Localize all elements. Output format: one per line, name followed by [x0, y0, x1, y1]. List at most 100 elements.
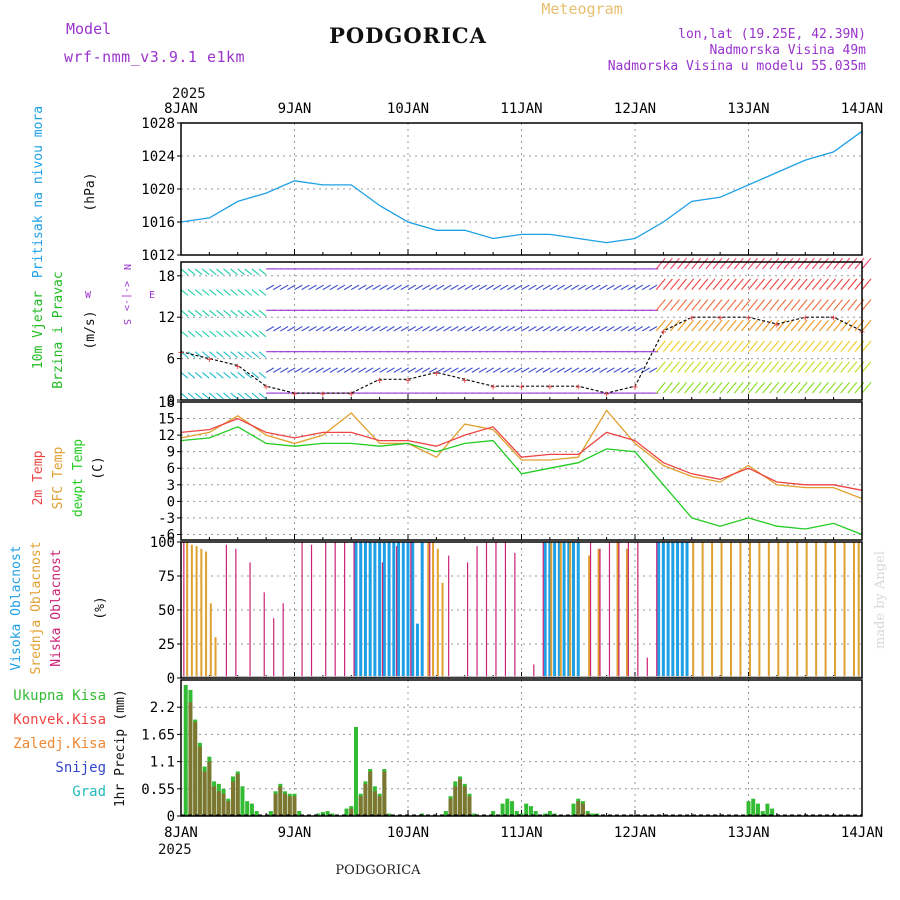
- wind-barb: [847, 278, 858, 290]
- wind-barb: [634, 326, 644, 332]
- wind-barb: [655, 382, 666, 394]
- legend-item: Ukupna Kisa: [13, 688, 106, 704]
- wind-barb-field: [180, 257, 872, 400]
- wind-barb: [762, 299, 773, 311]
- wind-barb: [315, 284, 324, 291]
- wind-barb: [457, 284, 466, 291]
- wind-barb: [726, 257, 737, 270]
- wind-barb: [393, 326, 402, 332]
- wind-barb: [606, 326, 615, 332]
- wind-barb: [698, 361, 709, 373]
- wind-barb: [769, 257, 780, 270]
- precip-total-bar: [746, 801, 751, 816]
- wind-barb: [592, 367, 601, 373]
- wind-barb: [811, 278, 822, 290]
- wind-barb: [400, 326, 409, 332]
- cloud-mid-bar: [200, 548, 203, 678]
- wind-barb: [655, 299, 666, 311]
- cloud-mid-bar: [843, 542, 846, 678]
- wind-gust-mark: +: [263, 382, 269, 393]
- wind-barb: [804, 319, 815, 332]
- wind-barb: [187, 309, 196, 317]
- cloud-high-bar: [543, 542, 547, 678]
- wind-barb: [485, 367, 495, 373]
- wind-barb: [209, 268, 217, 276]
- wind-barb: [201, 268, 210, 276]
- wind-barb: [365, 326, 374, 332]
- y-tick-label: 6: [167, 352, 175, 368]
- wind-barb: [577, 284, 587, 291]
- cloud-low-bar: [429, 542, 431, 678]
- wind-barb: [811, 257, 822, 270]
- wind-barb: [528, 284, 537, 291]
- wind-barb: [251, 330, 260, 338]
- wind-barb: [180, 392, 189, 400]
- wind-barb: [549, 284, 558, 291]
- cloud-high-bar: [420, 542, 424, 678]
- wind-barb: [854, 257, 865, 270]
- wind-barb: [769, 340, 780, 353]
- wind-barb: [471, 284, 480, 291]
- wind-barb: [251, 309, 260, 317]
- wind-barb: [542, 367, 551, 373]
- wind-barb: [280, 367, 289, 373]
- wind-barb: [762, 382, 773, 394]
- wind-barb: [230, 371, 238, 379]
- wind-barb: [315, 367, 324, 373]
- wind-barb: [563, 326, 573, 332]
- wind-gust-mark: +: [206, 355, 212, 366]
- wind-barb: [819, 340, 829, 353]
- wind-barb: [450, 326, 459, 332]
- cloud-high-bar: [368, 542, 372, 678]
- wind-barb: [698, 319, 709, 332]
- cloud-low-bar: [466, 562, 469, 678]
- wind-barb: [251, 371, 260, 379]
- wind-gust-mark: +: [518, 382, 524, 393]
- wind-barb: [826, 299, 836, 311]
- wind-barb: [570, 326, 580, 332]
- wind-barb: [507, 326, 516, 332]
- wind-barb: [258, 268, 267, 276]
- precip-total-bar: [760, 811, 765, 816]
- wind-barb: [336, 284, 346, 291]
- wind-barb: [804, 340, 815, 353]
- precip-total-bar: [245, 801, 250, 816]
- precip-total-bar: [268, 811, 273, 816]
- wind-barb: [861, 319, 872, 332]
- wind-barb: [819, 319, 829, 332]
- cloud-high-bar: [363, 542, 367, 678]
- wind-barb: [705, 382, 716, 394]
- wind-barb: [393, 367, 402, 373]
- wind-barb: [840, 361, 851, 373]
- wind-barb: [585, 326, 594, 332]
- cloud-low-bar: [533, 664, 535, 678]
- wind-barb: [826, 257, 836, 270]
- y-tick-label: 100: [150, 535, 175, 551]
- wind-barb: [414, 367, 424, 373]
- wind-barb: [740, 361, 751, 373]
- wind-barb: [585, 367, 594, 373]
- wind-barb: [755, 382, 766, 394]
- wind-barb: [414, 284, 424, 291]
- wind-barb: [244, 330, 253, 338]
- y-tick-label: 15: [158, 412, 175, 428]
- wind-barb: [336, 367, 346, 373]
- cloud-mid-bar: [441, 582, 444, 678]
- cloud-low-bar: [542, 542, 544, 678]
- wind-barb: [826, 278, 836, 290]
- wind-barb: [322, 326, 331, 332]
- y-tick-label: 3: [167, 478, 175, 494]
- wind-barb: [201, 392, 210, 400]
- wind-barb: [194, 268, 203, 276]
- cloud-mid-bar: [559, 542, 562, 678]
- wind-barb: [194, 371, 203, 379]
- cloud-low-bar: [282, 603, 284, 678]
- wind-barb: [287, 284, 296, 291]
- wind-barb: [592, 284, 601, 291]
- wind-barb: [847, 382, 858, 394]
- cloud-high-bar: [680, 542, 684, 678]
- wind-barb: [429, 284, 438, 291]
- elevation-label: Nadmorska Visina 49m: [709, 43, 866, 58]
- precip-conv-bar: [349, 808, 354, 816]
- wind-barb: [662, 361, 673, 373]
